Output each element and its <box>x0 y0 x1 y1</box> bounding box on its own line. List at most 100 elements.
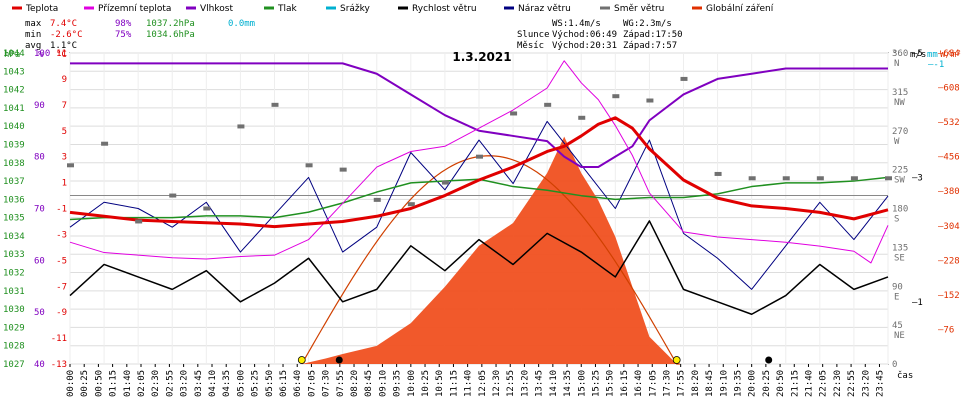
time-label: čas <box>897 370 913 381</box>
direction-dot <box>850 176 858 181</box>
x-tick-label: 15:00 <box>577 370 587 397</box>
rain-tick: —-1 <box>928 60 944 70</box>
stat-min-temp: -2.6°C <box>50 30 83 40</box>
x-tick-label: 11:15 <box>449 370 459 397</box>
series-layer <box>69 60 889 315</box>
x-tick-label: 04:35 <box>222 370 232 397</box>
x-tick-label: 16:40 <box>634 370 644 397</box>
direction-dot <box>203 206 211 211</box>
info-block: WS:1.4m/s WG:2.3m/s Slunce Východ:06:49 … <box>517 19 683 51</box>
stats-block: max 7.4°C 98% 1037.2hPa 0.0mm min -2.6°C… <box>25 19 255 51</box>
info-mesic-zapad: Západ:7:57 <box>623 41 677 51</box>
x-tick-label: 03:45 <box>194 370 204 397</box>
x-tick-label: 05:50 <box>265 370 275 397</box>
pressure-tick: 1029 <box>3 323 25 333</box>
x-tick-label: 00:25 <box>80 370 90 397</box>
humidity-tick: 80 <box>34 153 45 163</box>
x-tick-label: 07:30 <box>322 370 332 397</box>
x-tick-label: 03:20 <box>180 370 190 397</box>
direction-dot <box>646 98 654 103</box>
pressure-tick: 1035 <box>3 214 25 224</box>
sun-marker <box>672 356 681 364</box>
direction-dot <box>101 141 109 146</box>
pressure-tick: 1039 <box>3 140 25 150</box>
stat-max-press: 1037.2hPa <box>146 19 195 29</box>
x-tick-label: 17:05 <box>648 370 658 397</box>
x-tick-label: 17:30 <box>662 370 672 397</box>
direction-label: SW <box>894 176 905 186</box>
direction-tick: 0 <box>892 360 897 370</box>
direction-dot <box>544 102 552 107</box>
legend-label: Směr větru <box>614 4 664 14</box>
temperature-tick: -5 <box>56 256 67 266</box>
x-tick-label: 13:45 <box>535 370 545 397</box>
legend-label: Vlhkost <box>200 4 233 14</box>
direction-dot <box>885 176 892 181</box>
direction-label: SE <box>894 253 905 263</box>
direction-tick: 360 <box>892 49 908 59</box>
chart-title: 1.3.2021 <box>452 50 511 64</box>
humidity-tick: 90 <box>34 101 45 111</box>
moon-marker <box>335 356 343 364</box>
x-tick-label: 20:00 <box>748 370 758 397</box>
x-tick-label: 08:45 <box>364 370 374 397</box>
stat-avg-temp: 1.1°C <box>50 41 77 51</box>
moon-marker <box>765 356 773 364</box>
direction-label: N <box>894 59 899 69</box>
pressure-tick: 1028 <box>3 342 25 352</box>
mm-unit: mm <box>927 50 938 60</box>
stat-max-hum: 98% <box>115 19 132 29</box>
pressure-tick: 1030 <box>3 305 25 315</box>
pressure-tick: 1041 <box>3 104 25 114</box>
legend-label: Tlak <box>277 4 298 14</box>
x-tick-label: 00:00 <box>66 370 76 397</box>
direction-tick: 180 <box>892 205 908 215</box>
info-mesic: Měsíc <box>517 41 544 51</box>
x-tick-label: 20:50 <box>776 370 786 397</box>
x-tick-label: 23:45 <box>875 370 885 397</box>
radiation-tick: —76 <box>938 325 954 335</box>
hpa-unit: hPa <box>4 50 20 60</box>
stat-min-press: 1034.6hPa <box>146 30 195 40</box>
series-vlhkost <box>70 62 888 169</box>
x-tick-label: 22:55 <box>847 370 857 397</box>
temperature-tick: 11 <box>56 49 67 59</box>
stat-max-label: max <box>25 19 42 29</box>
direction-dot <box>169 193 177 198</box>
direction-dot <box>373 197 381 202</box>
x-tick-label: 07:55 <box>336 370 346 397</box>
x-tick-label: 22:05 <box>819 370 829 397</box>
radiation-tick: —532 <box>938 118 960 128</box>
wm2-unit: W/m² <box>940 50 962 60</box>
x-tick-label: 07:05 <box>307 370 317 397</box>
x-axis: 00:00 00:25 00:50 01:15 01:40 02:05 02:30 02:55… <box>66 364 885 397</box>
c-unit: °C <box>56 50 67 60</box>
x-tick-label: 06:40 <box>293 370 303 397</box>
x-tick-label: 14:10 <box>549 370 559 397</box>
x-tick-label: 18:45 <box>705 370 715 397</box>
direction-tick: 135 <box>892 243 908 253</box>
x-tick-label: 19:35 <box>733 370 743 397</box>
info-slunce-vychod: Východ:06:49 <box>552 30 617 40</box>
x-tick-label: 13:20 <box>520 370 530 397</box>
x-tick-label: 02:55 <box>165 370 175 397</box>
direction-dot <box>714 171 722 176</box>
humidity-tick: 60 <box>34 256 45 266</box>
x-tick-label: 10:25 <box>421 370 431 397</box>
direction-dot <box>578 115 586 120</box>
stat-avg-label: avg <box>25 41 41 51</box>
legend-label: Srážky <box>340 4 371 14</box>
direction-label: E <box>894 292 899 302</box>
series-p-zemn-teplota <box>69 60 889 264</box>
radiation-tick: —380 <box>938 187 960 197</box>
x-tick-label: 15:25 <box>591 370 601 397</box>
temperature-tick: 3 <box>62 153 67 163</box>
x-tick-label: 10:50 <box>435 370 445 397</box>
x-tick-label: 01:15 <box>109 370 119 397</box>
direction-label: NE <box>894 331 905 341</box>
pressure-tick: 1037 <box>3 177 25 187</box>
x-tick-label: 09:10 <box>378 370 388 397</box>
x-tick-label: 00:50 <box>94 370 104 397</box>
direction-dot <box>476 154 483 159</box>
